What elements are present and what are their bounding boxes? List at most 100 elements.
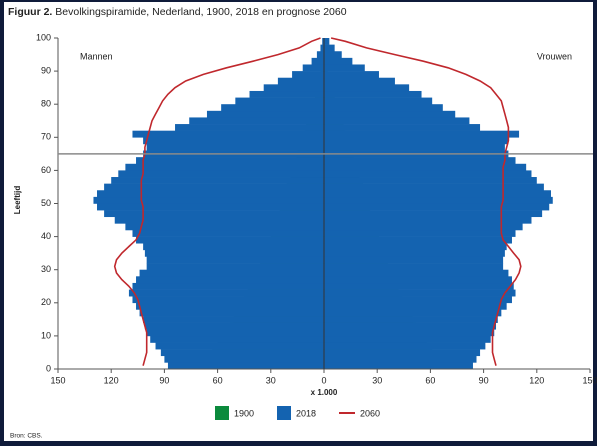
bar	[324, 64, 365, 72]
x-tick-label: 150	[582, 375, 597, 385]
bar	[324, 203, 550, 211]
bar	[221, 104, 324, 112]
bar	[324, 104, 443, 112]
bar	[324, 355, 477, 363]
chart-title: Figuur 2. Bevolkingspiramide, Nederland,…	[8, 6, 347, 18]
bar	[324, 183, 544, 191]
bar	[311, 57, 324, 65]
bar	[324, 329, 495, 337]
bar	[175, 124, 324, 131]
bar	[324, 77, 395, 85]
bar	[125, 163, 325, 171]
bar	[324, 256, 504, 264]
bar	[104, 210, 325, 218]
bar	[324, 196, 553, 204]
line	[113, 37, 321, 366]
women-label: Vrouwen	[537, 51, 572, 61]
bar	[136, 302, 324, 310]
y-tick-label: 0	[46, 363, 51, 373]
y-tick-label: 60	[41, 165, 51, 175]
bar	[125, 223, 325, 231]
bar	[146, 263, 324, 270]
bar	[322, 38, 324, 45]
y-tick-label: 90	[41, 65, 51, 75]
bar	[324, 335, 491, 343]
x-tick-label: 30	[372, 375, 382, 385]
bar	[249, 90, 324, 98]
bar	[143, 243, 324, 251]
bar	[324, 137, 509, 145]
bar	[324, 190, 551, 198]
bar	[144, 249, 324, 257]
plot: 0 10 20 30 40 50 60 70 80 90 100 150 120 90 60 30 0 30 60 9…	[36, 32, 597, 420]
x-tick-label: 120	[529, 375, 544, 385]
bar	[302, 64, 324, 72]
legend-swatch	[277, 406, 291, 420]
bar	[324, 57, 353, 65]
legend-swatch	[215, 406, 229, 420]
bar	[324, 296, 512, 304]
bar	[136, 236, 324, 244]
legend-label: 2018	[296, 408, 316, 418]
bar	[324, 243, 507, 251]
bar	[146, 256, 324, 264]
x-tick-label: 30	[266, 375, 276, 385]
bar	[104, 183, 325, 191]
bar	[118, 170, 324, 178]
source: Bron: CBS.	[10, 433, 43, 440]
bar	[128, 289, 324, 297]
bar	[324, 143, 505, 151]
bar	[143, 316, 324, 323]
bar	[324, 51, 342, 59]
legend-label: 2060	[360, 408, 380, 418]
men-label: Mannen	[80, 51, 113, 61]
bar	[97, 190, 324, 198]
bar	[324, 282, 514, 290]
bar	[324, 157, 516, 165]
bar	[324, 130, 520, 138]
bar	[132, 296, 324, 304]
bar	[324, 309, 502, 317]
bar	[324, 302, 507, 310]
x-tick-label: 60	[213, 375, 223, 385]
bar	[320, 44, 324, 52]
bar	[324, 97, 433, 105]
y-axis-label: Leeftijd	[13, 186, 22, 215]
bar	[324, 342, 486, 350]
bar	[324, 90, 422, 98]
bar	[263, 84, 324, 92]
bar	[139, 269, 324, 277]
y-tick-label: 80	[41, 99, 51, 109]
x-tick-label: 60	[425, 375, 435, 385]
bar	[136, 276, 324, 284]
bar	[160, 349, 324, 357]
title-text: Bevolkingspiramide, Nederland, 1900, 201…	[55, 6, 346, 18]
bar	[136, 157, 324, 165]
y-tick-label: 100	[36, 32, 51, 42]
bar	[324, 44, 335, 52]
bar	[143, 137, 324, 145]
x-tick-label: 90	[479, 375, 489, 385]
bar	[132, 130, 324, 138]
bar	[146, 329, 324, 337]
bar	[324, 223, 523, 231]
bar	[150, 335, 324, 343]
bar	[144, 322, 324, 330]
x-axis-label: x 1.000	[311, 388, 338, 397]
bar	[324, 236, 512, 244]
bar	[324, 71, 379, 79]
bar	[139, 309, 324, 317]
x-tick-label: 120	[104, 375, 119, 385]
x-tick-label: 150	[50, 375, 65, 385]
line	[330, 37, 522, 366]
y-tick-label: 50	[41, 198, 51, 208]
bar	[111, 177, 324, 184]
bar	[167, 362, 324, 370]
title-prefix: Figuur 2.	[8, 6, 52, 18]
bar	[324, 38, 330, 45]
bar	[324, 316, 498, 323]
bar	[132, 229, 324, 237]
bar	[324, 84, 410, 92]
bar	[324, 216, 532, 224]
